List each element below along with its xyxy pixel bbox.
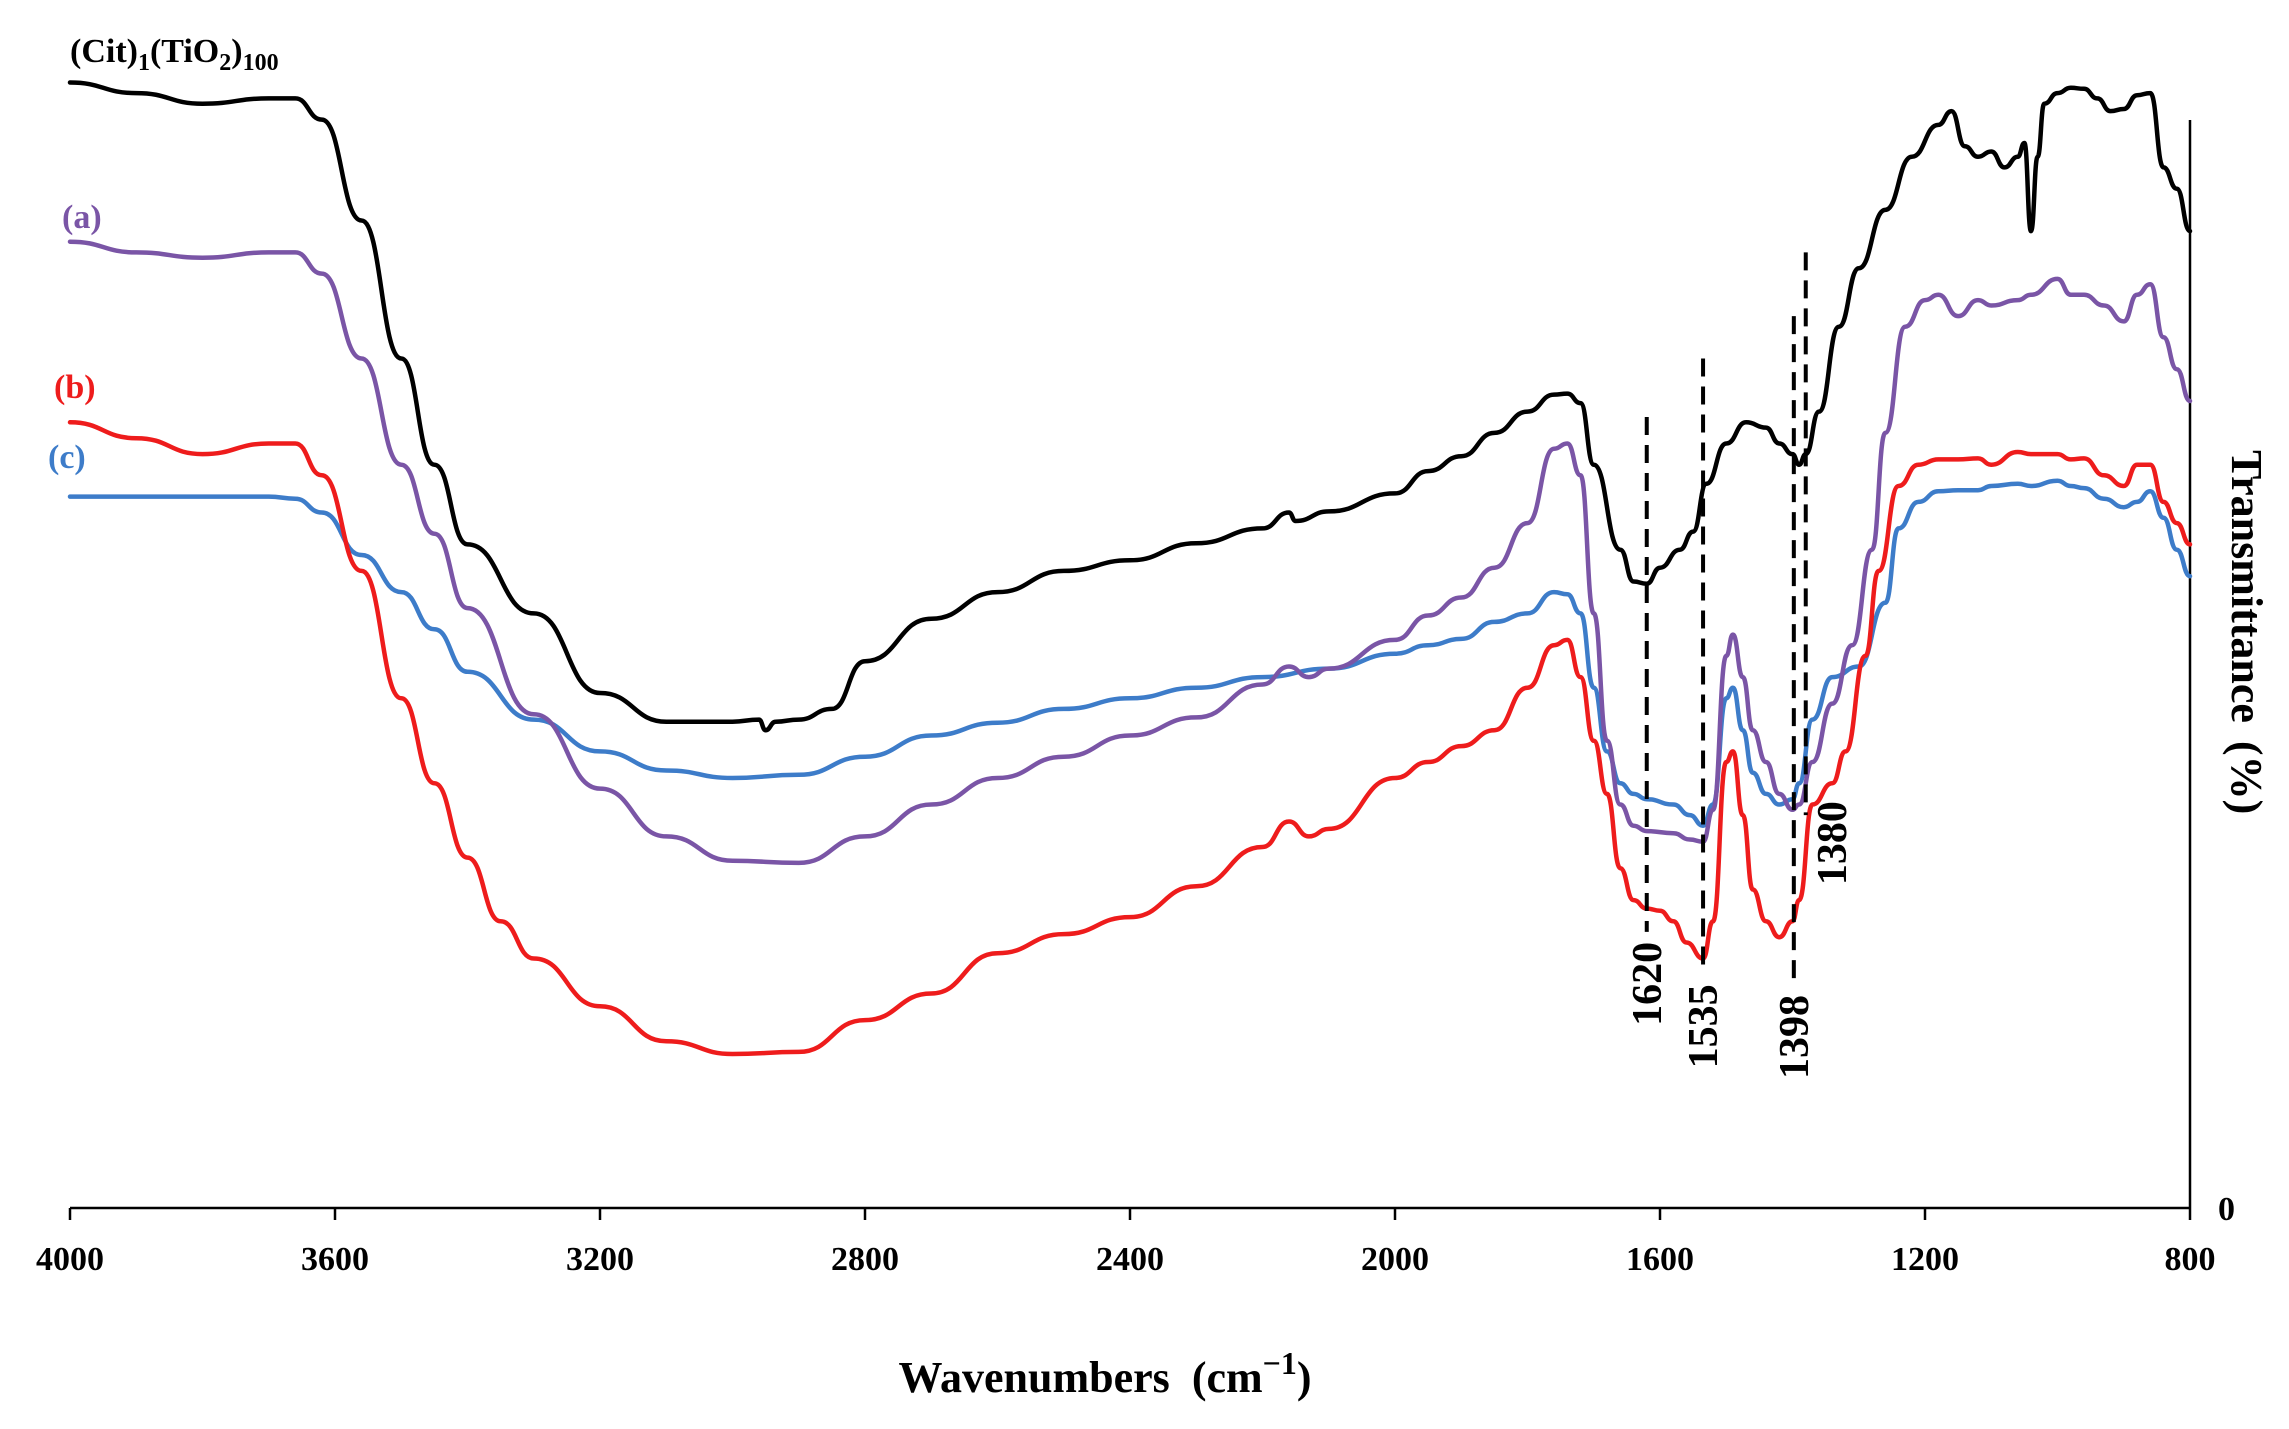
series-curves (67, 80, 2193, 1057)
series-line-b (67, 420, 2193, 1057)
series-label-c: (c) (48, 439, 86, 476)
x-tick-label: 2800 (831, 1241, 899, 1278)
x-tick-label: 2400 (1096, 1241, 1164, 1278)
x-tick-label: 1200 (1891, 1241, 1959, 1278)
series-line-c (67, 478, 2193, 828)
x-tick-label: 800 (2165, 1241, 2216, 1278)
series-label-b: (b) (54, 369, 96, 406)
plot-area: 4000 3600 3200 2800 2400 2000 1600 1200 800 1620… (36, 80, 2216, 1278)
x-tick-label: 3200 (566, 1241, 634, 1278)
peak-label-1620: 1620 (1625, 942, 1671, 1026)
x-ticks: 4000 3600 3200 2800 2400 2000 1600 1200 800 (36, 1208, 2216, 1278)
peak-label-1535: 1535 (1681, 984, 1727, 1068)
series-label-a: (a) (62, 199, 102, 236)
x-tick-label: 2000 (1361, 1241, 1429, 1278)
y-axis-title-group: Transmittance(%) (2222, 450, 2271, 814)
peak-label-1398: 1398 (1772, 995, 1818, 1079)
x-tick-label: 1600 (1626, 1241, 1694, 1278)
y-axis-title: Transmittance(%) (2222, 450, 2271, 814)
x-tick-label: 4000 (36, 1241, 104, 1278)
series-line-cit-tio2 (67, 80, 2193, 733)
y-zero-tick-label: 0 (2218, 1191, 2235, 1228)
series-line-a (67, 239, 2193, 866)
x-axis-title: Wavenumbers (cm−1) (898, 1345, 1311, 1402)
peak-label-1380: 1380 (1810, 801, 1856, 885)
x-tick-label: 3600 (301, 1241, 369, 1278)
series-label-cit-tio2: (Cit)1(TiO2)100 (70, 33, 279, 76)
